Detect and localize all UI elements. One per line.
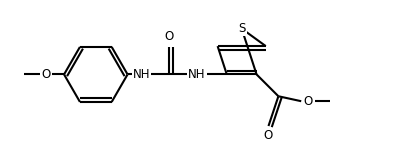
Text: S: S [237,22,245,35]
Text: NH: NH [188,68,205,81]
Text: O: O [303,95,312,108]
Text: O: O [263,129,272,142]
Text: O: O [41,68,51,81]
Text: NH: NH [132,68,150,81]
Text: O: O [164,30,174,43]
